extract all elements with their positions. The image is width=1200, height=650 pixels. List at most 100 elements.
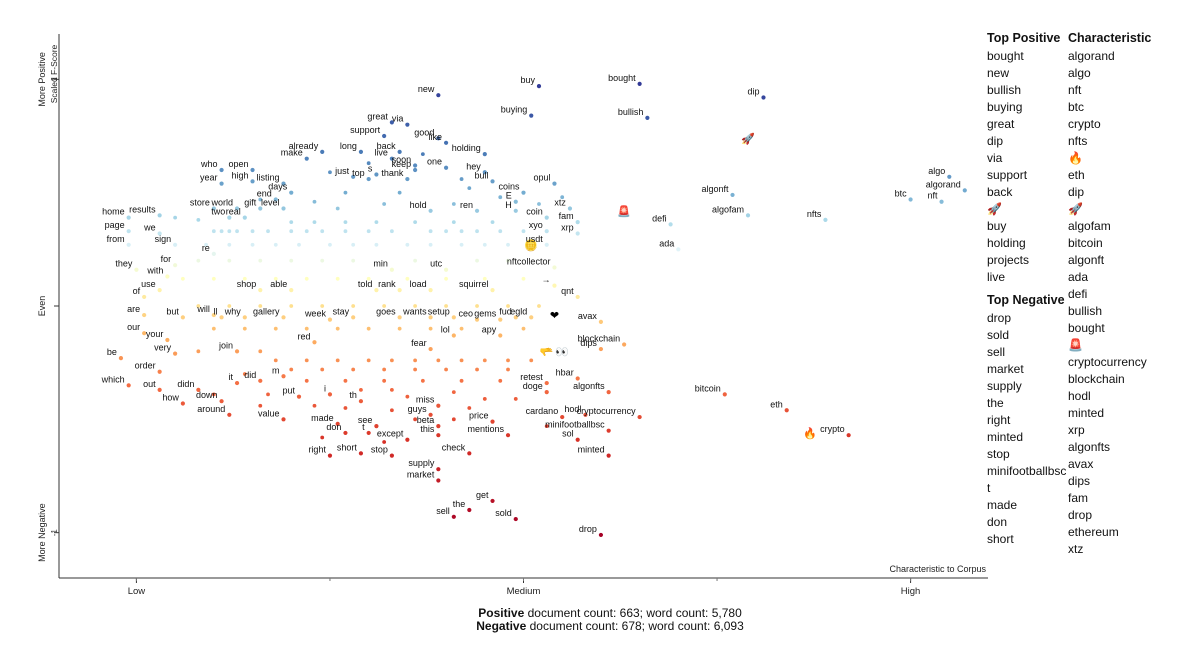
term-dot — [498, 195, 503, 200]
characteristic-term[interactable]: dips — [1068, 474, 1091, 488]
characteristic-term[interactable]: bitcoin — [1068, 236, 1103, 250]
characteristic-term[interactable]: ada — [1068, 270, 1089, 284]
term-dot — [451, 390, 456, 395]
top-positive-term[interactable]: buying — [987, 100, 1023, 114]
characteristic-term[interactable]: drop — [1068, 508, 1093, 522]
term-dot — [258, 349, 263, 354]
term-label: for — [161, 254, 172, 264]
term-label: sell — [436, 506, 450, 516]
term-dot — [529, 113, 534, 118]
top-positive-term[interactable]: great — [987, 117, 1015, 131]
top-negative-term[interactable]: right — [987, 413, 1011, 427]
top-negative-term[interactable]: t — [987, 481, 991, 495]
characteristic-term[interactable]: 🚨 — [1068, 338, 1083, 352]
term-dot — [142, 294, 147, 300]
term-label: fud — [499, 306, 512, 316]
characteristic-term[interactable]: blockchain — [1068, 372, 1125, 386]
term-label: use — [141, 279, 156, 289]
characteristic-term[interactable]: 🔥 — [1068, 151, 1083, 165]
characteristic-term[interactable]: nfts — [1068, 134, 1088, 148]
top-negative-term[interactable]: don — [987, 515, 1008, 529]
top-positive-term[interactable]: back — [987, 185, 1013, 199]
top-positive-term[interactable]: support — [987, 168, 1028, 182]
top-negative-term[interactable]: market — [987, 362, 1024, 376]
characteristic-term[interactable]: algonfts — [1068, 440, 1111, 454]
term-dot — [227, 215, 232, 220]
term-label: are — [127, 304, 140, 314]
term-label: supply — [408, 458, 435, 468]
top-positive-term[interactable]: dip — [987, 134, 1004, 148]
characteristic-term[interactable]: xrp — [1068, 423, 1085, 437]
characteristic-term[interactable]: crypto — [1068, 117, 1101, 131]
characteristic-term[interactable]: cryptocurrency — [1068, 355, 1147, 369]
characteristic-term[interactable]: dip — [1068, 185, 1085, 199]
top-positive-term[interactable]: new — [987, 66, 1010, 80]
top-negative-term[interactable]: drop — [987, 311, 1012, 325]
term-dot — [529, 358, 534, 363]
top-positive-term[interactable]: 🚀 — [987, 202, 1002, 216]
term-dot — [413, 304, 418, 308]
term-dot — [575, 220, 580, 225]
characteristic-term[interactable]: bought — [1068, 321, 1105, 335]
term-label: cardano — [526, 406, 559, 416]
term-dot — [459, 326, 464, 331]
term-label: → — [541, 275, 550, 285]
top-negative-term[interactable]: sold — [987, 328, 1010, 342]
top-positive-term[interactable]: projects — [987, 253, 1030, 267]
term-dot — [304, 156, 309, 161]
term-dot — [118, 356, 124, 361]
characteristic-term[interactable]: algofam — [1068, 219, 1111, 233]
top-positive-term[interactable]: holding — [987, 236, 1026, 250]
characteristic-term[interactable]: 🚀 — [1068, 202, 1083, 216]
top-positive-term[interactable]: live — [987, 270, 1006, 284]
top-positive-term[interactable]: via — [987, 151, 1003, 165]
term-dot — [227, 229, 232, 234]
term-dot — [506, 242, 510, 247]
term-label: buying — [501, 105, 528, 115]
term-dot — [296, 394, 302, 399]
term-dot — [157, 231, 162, 236]
top-negative-term[interactable]: sell — [987, 345, 1006, 359]
top-negative-term[interactable]: made — [987, 498, 1018, 512]
characteristic-term[interactable]: eth — [1068, 168, 1085, 182]
characteristic-term[interactable]: nft — [1068, 83, 1082, 97]
top-positive-term[interactable]: bullish — [987, 83, 1022, 97]
term-dot — [328, 170, 332, 175]
top-negative-term[interactable]: stop — [987, 447, 1010, 461]
axes: Low Medium High More Negative -1 Even More Pos… — [37, 34, 988, 597]
characteristic-term[interactable]: bullish — [1068, 304, 1103, 318]
term-dot — [436, 136, 441, 141]
term-dot — [289, 367, 294, 372]
term-label: your — [146, 329, 164, 339]
top-positive-term[interactable]: buy — [987, 219, 1007, 233]
term-dot — [312, 199, 317, 204]
document-counts: Positive document count: 663; word count… — [0, 607, 1200, 633]
characteristic-term[interactable]: algonft — [1068, 253, 1105, 267]
characteristic-term[interactable]: avax — [1068, 457, 1094, 471]
characteristic-term[interactable]: fam — [1068, 491, 1089, 505]
term-dot — [598, 319, 604, 324]
characteristic-term[interactable]: xtz — [1068, 542, 1084, 556]
characteristic-term[interactable]: algo — [1068, 66, 1091, 80]
characteristic-term[interactable]: algorand — [1068, 49, 1115, 63]
term-dot — [389, 156, 394, 161]
term-dot — [467, 507, 472, 513]
characteristic-term[interactable]: btc — [1068, 100, 1085, 114]
term-dot — [436, 424, 441, 429]
top-negative-term[interactable]: short — [987, 532, 1014, 546]
term-dot — [513, 516, 518, 522]
top-positive-term[interactable]: bought — [987, 49, 1024, 63]
top-negative-term[interactable]: the — [987, 396, 1004, 410]
top-negative-term[interactable]: minted — [987, 430, 1024, 444]
term-dot — [211, 312, 216, 318]
characteristic-term[interactable]: hodl — [1068, 389, 1091, 403]
top-negative-term[interactable]: supply — [987, 379, 1022, 393]
top-negative-term[interactable]: minifootballbsc — [987, 464, 1067, 478]
term-dot — [544, 215, 549, 220]
term-label: retest — [520, 372, 543, 382]
characteristic-term[interactable]: minted — [1068, 406, 1105, 420]
term-dot — [281, 417, 286, 422]
characteristic-term[interactable]: ethereum — [1068, 525, 1119, 539]
term-label: H — [505, 200, 512, 210]
characteristic-term[interactable]: defi — [1068, 287, 1088, 301]
